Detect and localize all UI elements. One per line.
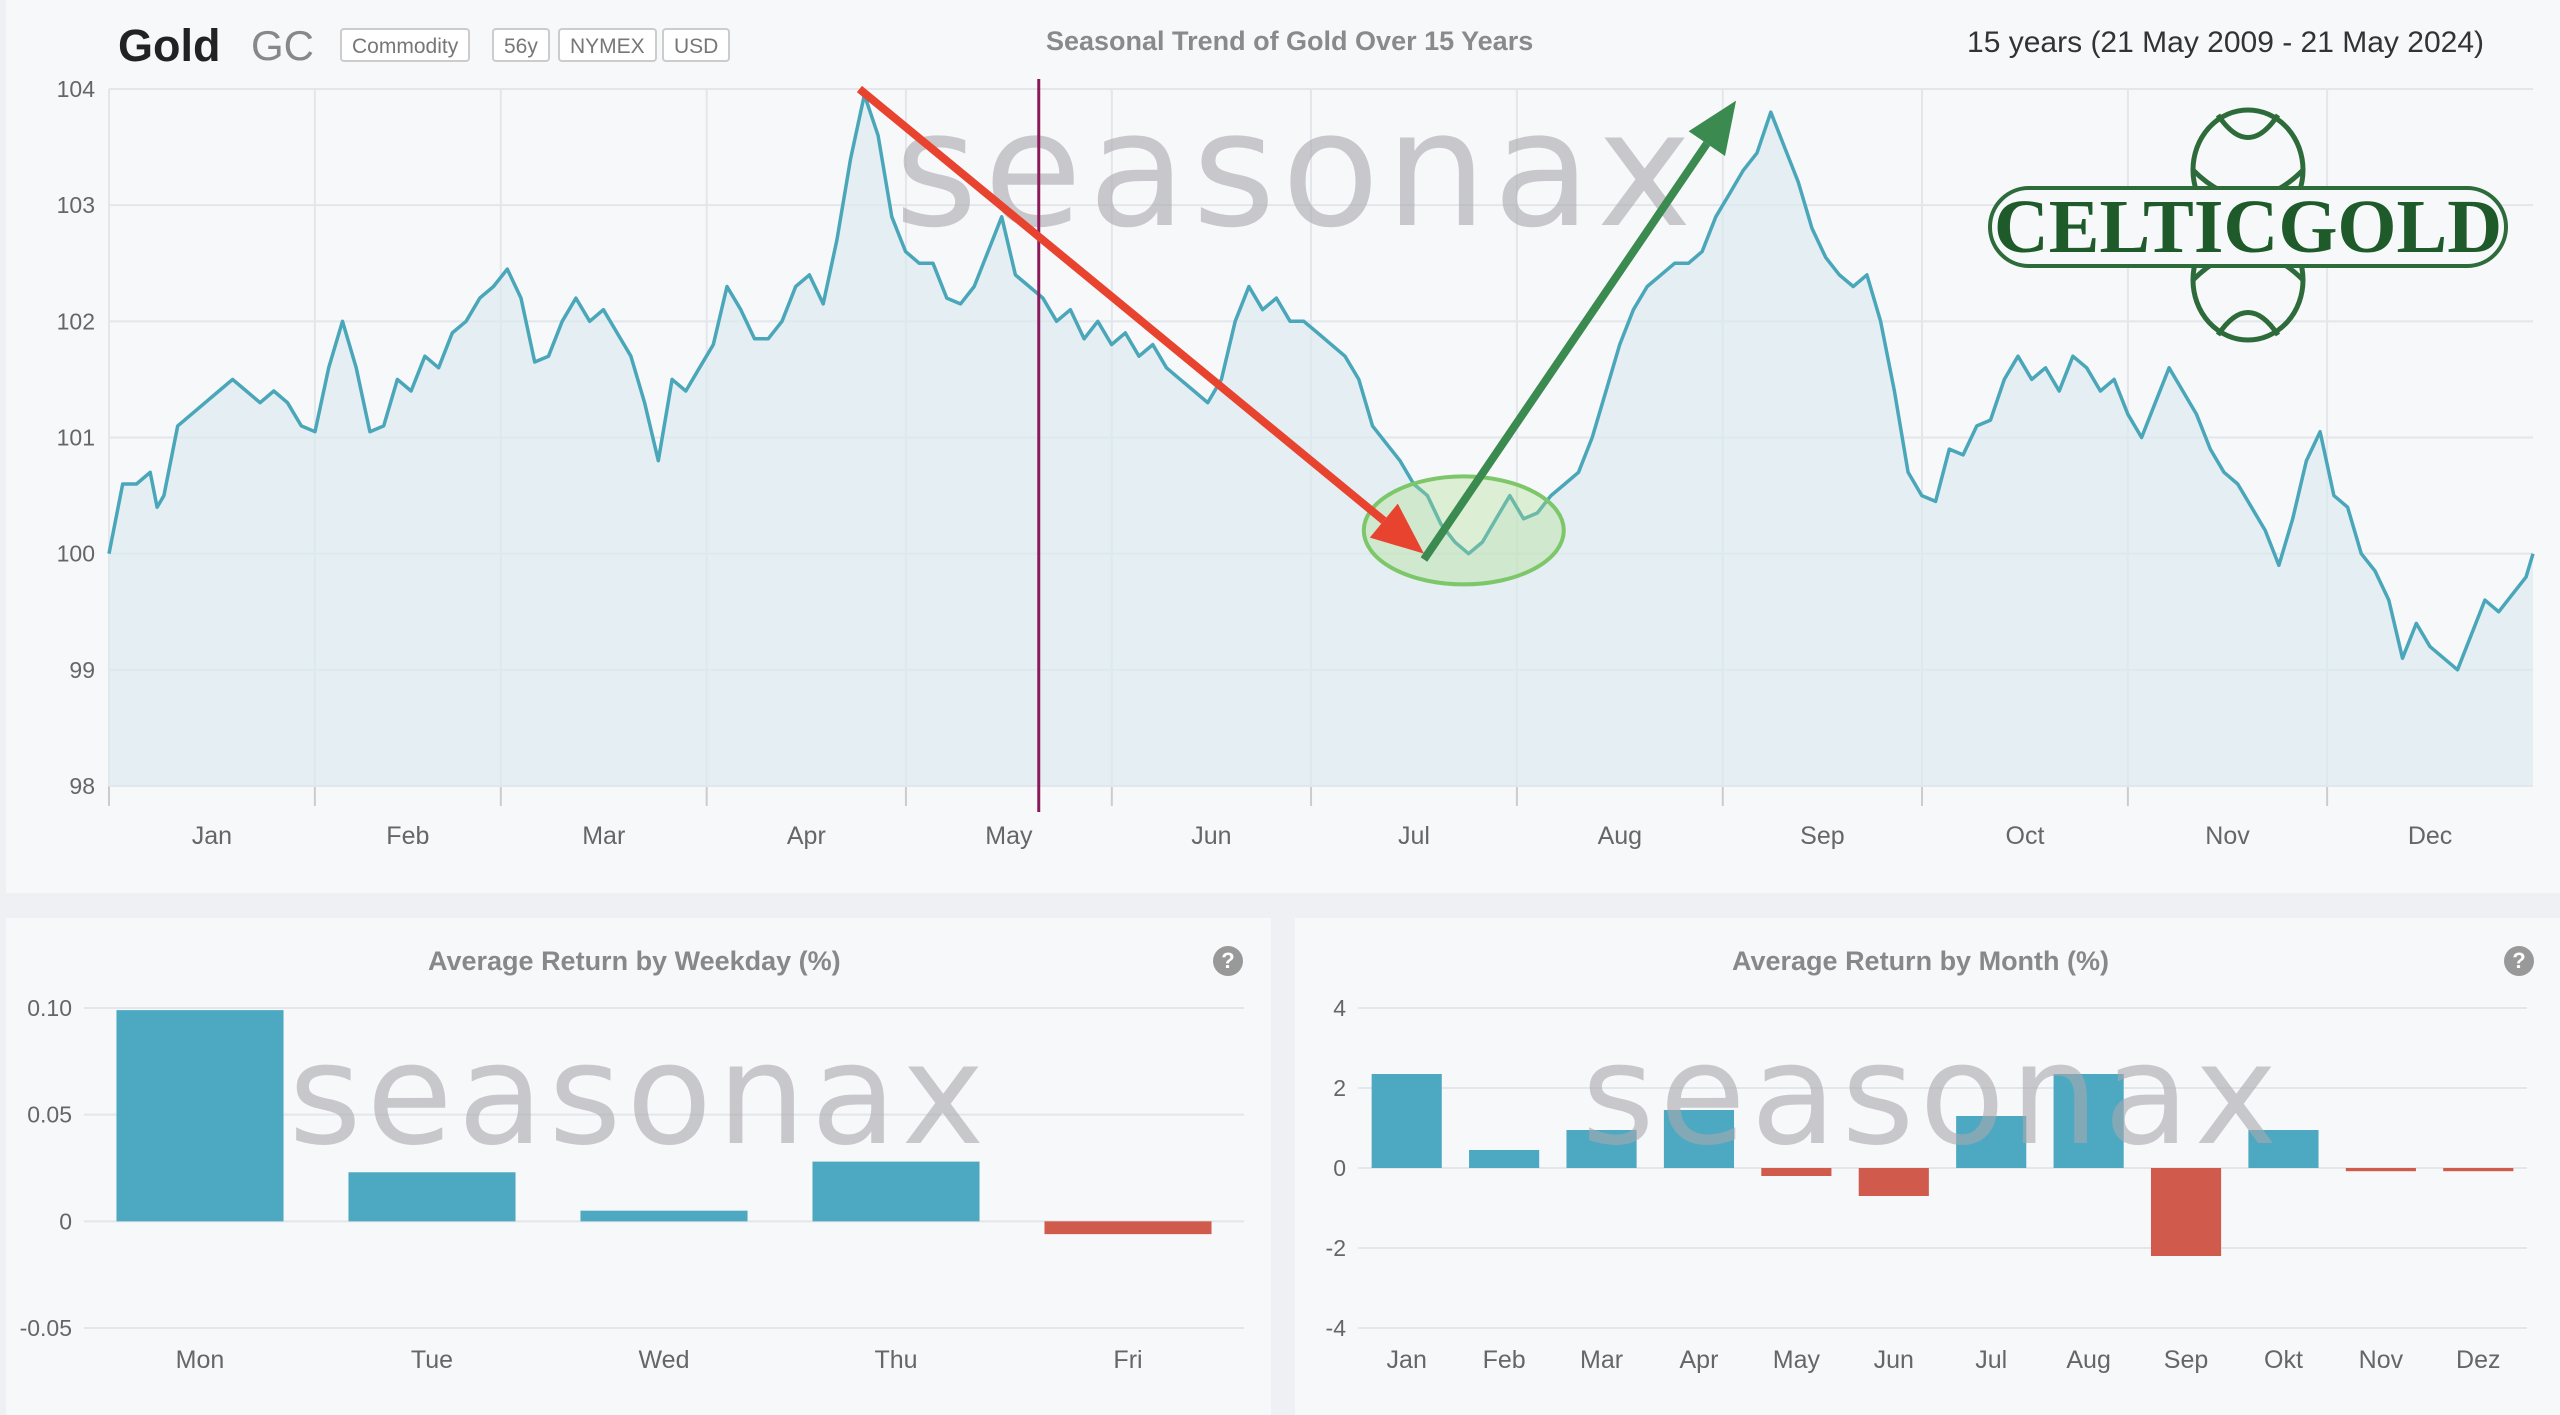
x-tick-label: Mon xyxy=(176,1346,225,1374)
bar-jan xyxy=(1371,1074,1442,1168)
x-tick-label: Nov xyxy=(2205,822,2250,850)
bar-nov xyxy=(2345,1168,2416,1172)
weekday-bar-chart: 0.10 0.05 0 -0.05 Mon Tue Wed Thu Fri seasonax xyxy=(20,995,1244,1374)
y-tick-label: 98 xyxy=(69,773,95,799)
x-tick-label: Oct xyxy=(2006,822,2045,850)
x-tick-label: Jul xyxy=(1975,1346,2007,1374)
bar-mon xyxy=(116,1010,284,1222)
y-tick-label: 104 xyxy=(57,76,96,102)
y-tick-label: 4 xyxy=(1333,995,1346,1021)
x-tick-label: Jul xyxy=(1398,822,1430,850)
bar-may xyxy=(1761,1168,1832,1176)
seasonal-line-chart: 104 103 102 101 100 99 98 Jan Feb Mar Apr May Jun Jul… xyxy=(57,76,2535,850)
x-tick-label: May xyxy=(1773,1346,1821,1374)
down-arrow-head xyxy=(1369,503,1424,554)
month-chart-title: Average Return by Month (%) xyxy=(1732,946,2110,976)
x-tick-label: Dez xyxy=(2456,1346,2500,1374)
x-tick-label: May xyxy=(985,822,1033,850)
bar-fri xyxy=(1044,1221,1212,1235)
x-tick-label: Mar xyxy=(582,822,625,850)
x-tick-label: Jun xyxy=(1874,1346,1914,1374)
x-tick-label: Apr xyxy=(1680,1346,1719,1374)
bar-aug xyxy=(2053,1074,2124,1168)
x-tick-label: Okt xyxy=(2264,1346,2303,1374)
y-tick-label: 0.05 xyxy=(27,1102,72,1128)
series-line xyxy=(107,93,2535,672)
help-icon[interactable]: ? xyxy=(1213,946,1243,976)
tag-years[interactable]: 56y xyxy=(492,28,550,62)
x-tick-label: Fri xyxy=(1113,1346,1142,1374)
up-arrow-shaft xyxy=(1420,141,1711,562)
bar-tue xyxy=(348,1172,516,1222)
x-tick-label: Tue xyxy=(411,1346,453,1374)
y-tick-label: 0.10 xyxy=(27,995,72,1021)
bar-dez xyxy=(2443,1168,2514,1172)
help-icon[interactable]: ? xyxy=(2504,946,2534,976)
y-tick-label: -2 xyxy=(1326,1235,1346,1261)
bar-apr xyxy=(1663,1110,1735,1168)
y-tick-label: 103 xyxy=(57,192,95,218)
x-tick-label: Nov xyxy=(2359,1346,2404,1374)
x-tick-label: Mar xyxy=(1580,1346,1623,1374)
watermark: seasonax xyxy=(1582,1014,2283,1177)
period-label: 15 years (21 May 2009 - 21 May 2024) xyxy=(1967,26,2484,59)
x-tick-label: Aug xyxy=(2066,1346,2110,1374)
x-tick-label: Apr xyxy=(787,822,826,850)
asset-title: Gold xyxy=(118,20,221,71)
watermark: seasonax xyxy=(894,76,1697,263)
bar-jun xyxy=(1858,1168,1929,1196)
watermark: seasonax xyxy=(289,1014,990,1177)
seasonal-trend-panel: Gold GC Commodity 56y NYMEX USD Seasonal… xyxy=(6,0,2560,893)
area-fill xyxy=(109,94,2533,787)
celticgold-logo: CELTICGOLD xyxy=(1988,107,2508,343)
bar-mar xyxy=(1566,1130,1637,1168)
up-arrow-head xyxy=(1688,100,1737,156)
bar-okt xyxy=(2248,1130,2319,1168)
tag-exchange[interactable]: NYMEX xyxy=(558,28,657,62)
x-tick-label: Dec xyxy=(2408,822,2452,850)
x-tick-label: Aug xyxy=(1598,822,1642,850)
bar-feb xyxy=(1469,1150,1540,1168)
y-tick-label: 102 xyxy=(57,308,95,334)
x-tick-label: Feb xyxy=(1483,1346,1526,1374)
tag-currency[interactable]: USD xyxy=(662,28,731,62)
bar-thu xyxy=(812,1161,980,1222)
logo-text: CELTICGOLD xyxy=(1994,185,2502,269)
bar-jul xyxy=(1956,1116,2027,1168)
tag-commodity[interactable]: Commodity xyxy=(340,28,471,62)
bar-sep xyxy=(2150,1168,2222,1256)
month-return-panel: Average Return by Month (%) ? 4 2 0 -2 -4 Jan… xyxy=(1295,918,2560,1415)
x-tick-label: Sep xyxy=(2164,1346,2208,1374)
y-tick-label: 2 xyxy=(1333,1075,1346,1101)
x-tick-label: Jan xyxy=(192,822,232,850)
y-tick-label: -4 xyxy=(1326,1315,1347,1341)
low-highlight-ellipse xyxy=(1361,474,1566,587)
x-tick-label: Thu xyxy=(874,1346,917,1374)
x-tick-label: Feb xyxy=(386,822,429,850)
x-tick-label: Jan xyxy=(1387,1346,1427,1374)
y-tick-label: -0.05 xyxy=(20,1315,72,1341)
weekday-return-panel: Average Return by Weekday (%) ? 0.10 0.05… xyxy=(6,918,1271,1415)
chart-title: Seasonal Trend of Gold Over 15 Years xyxy=(1046,26,1534,56)
weekday-chart-title: Average Return by Weekday (%) xyxy=(428,946,841,976)
asset-symbol: GC xyxy=(251,22,314,69)
x-tick-label: Jun xyxy=(1191,822,1231,850)
y-tick-label: 101 xyxy=(57,425,95,451)
x-tick-label: Wed xyxy=(639,1346,690,1374)
bar-wed xyxy=(580,1210,748,1222)
y-tick-label: 0 xyxy=(59,1208,72,1234)
month-bar-chart: 4 2 0 -2 -4 Jan Feb Mar Apr May Jun Jul Aug Sep Okt Nov… xyxy=(1326,995,2527,1374)
y-tick-label: 0 xyxy=(1333,1155,1346,1181)
y-tick-label: 99 xyxy=(69,657,95,683)
down-arrow-shaft xyxy=(856,85,1387,524)
y-tick-label: 100 xyxy=(57,541,95,567)
x-tick-label: Sep xyxy=(1800,822,1844,850)
